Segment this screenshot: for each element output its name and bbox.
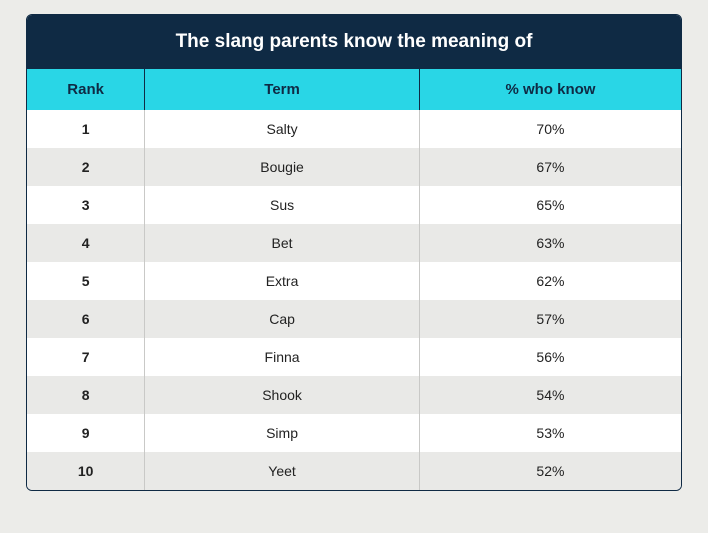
col-header-pct: % who know (419, 69, 681, 110)
table-row: 8Shook54% (27, 376, 681, 414)
table-row: 9Simp53% (27, 414, 681, 452)
table-body: 1Salty70% 2Bougie67% 3Sus65% 4Bet63% 5Ex… (27, 110, 681, 490)
cell-rank: 10 (27, 452, 145, 490)
cell-rank: 7 (27, 338, 145, 376)
table-row: 2Bougie67% (27, 148, 681, 186)
cell-term: Bougie (145, 148, 420, 186)
col-header-rank: Rank (27, 69, 145, 110)
table-row: 4Bet63% (27, 224, 681, 262)
table-row: 3Sus65% (27, 186, 681, 224)
cell-rank: 2 (27, 148, 145, 186)
cell-pct: 70% (419, 110, 681, 148)
cell-pct: 67% (419, 148, 681, 186)
cell-term: Extra (145, 262, 420, 300)
col-header-term: Term (145, 69, 420, 110)
cell-term: Yeet (145, 452, 420, 490)
cell-term: Simp (145, 414, 420, 452)
cell-rank: 5 (27, 262, 145, 300)
cell-pct: 52% (419, 452, 681, 490)
cell-term: Finna (145, 338, 420, 376)
cell-pct: 63% (419, 224, 681, 262)
cell-pct: 53% (419, 414, 681, 452)
cell-pct: 56% (419, 338, 681, 376)
cell-term: Cap (145, 300, 420, 338)
cell-term: Bet (145, 224, 420, 262)
cell-rank: 8 (27, 376, 145, 414)
slang-table: The slang parents know the meaning of Ra… (26, 14, 682, 491)
cell-term: Sus (145, 186, 420, 224)
data-table: Rank Term % who know 1Salty70% 2Bougie67… (27, 69, 681, 490)
header-row: Rank Term % who know (27, 69, 681, 110)
cell-pct: 62% (419, 262, 681, 300)
cell-term: Salty (145, 110, 420, 148)
cell-rank: 6 (27, 300, 145, 338)
cell-pct: 54% (419, 376, 681, 414)
table-title: The slang parents know the meaning of (27, 15, 681, 69)
table-row: 7Finna56% (27, 338, 681, 376)
table-row: 6Cap57% (27, 300, 681, 338)
cell-pct: 65% (419, 186, 681, 224)
table-row: 10Yeet52% (27, 452, 681, 490)
table-row: 5Extra62% (27, 262, 681, 300)
cell-rank: 3 (27, 186, 145, 224)
cell-rank: 9 (27, 414, 145, 452)
cell-rank: 1 (27, 110, 145, 148)
cell-pct: 57% (419, 300, 681, 338)
cell-rank: 4 (27, 224, 145, 262)
cell-term: Shook (145, 376, 420, 414)
table-row: 1Salty70% (27, 110, 681, 148)
